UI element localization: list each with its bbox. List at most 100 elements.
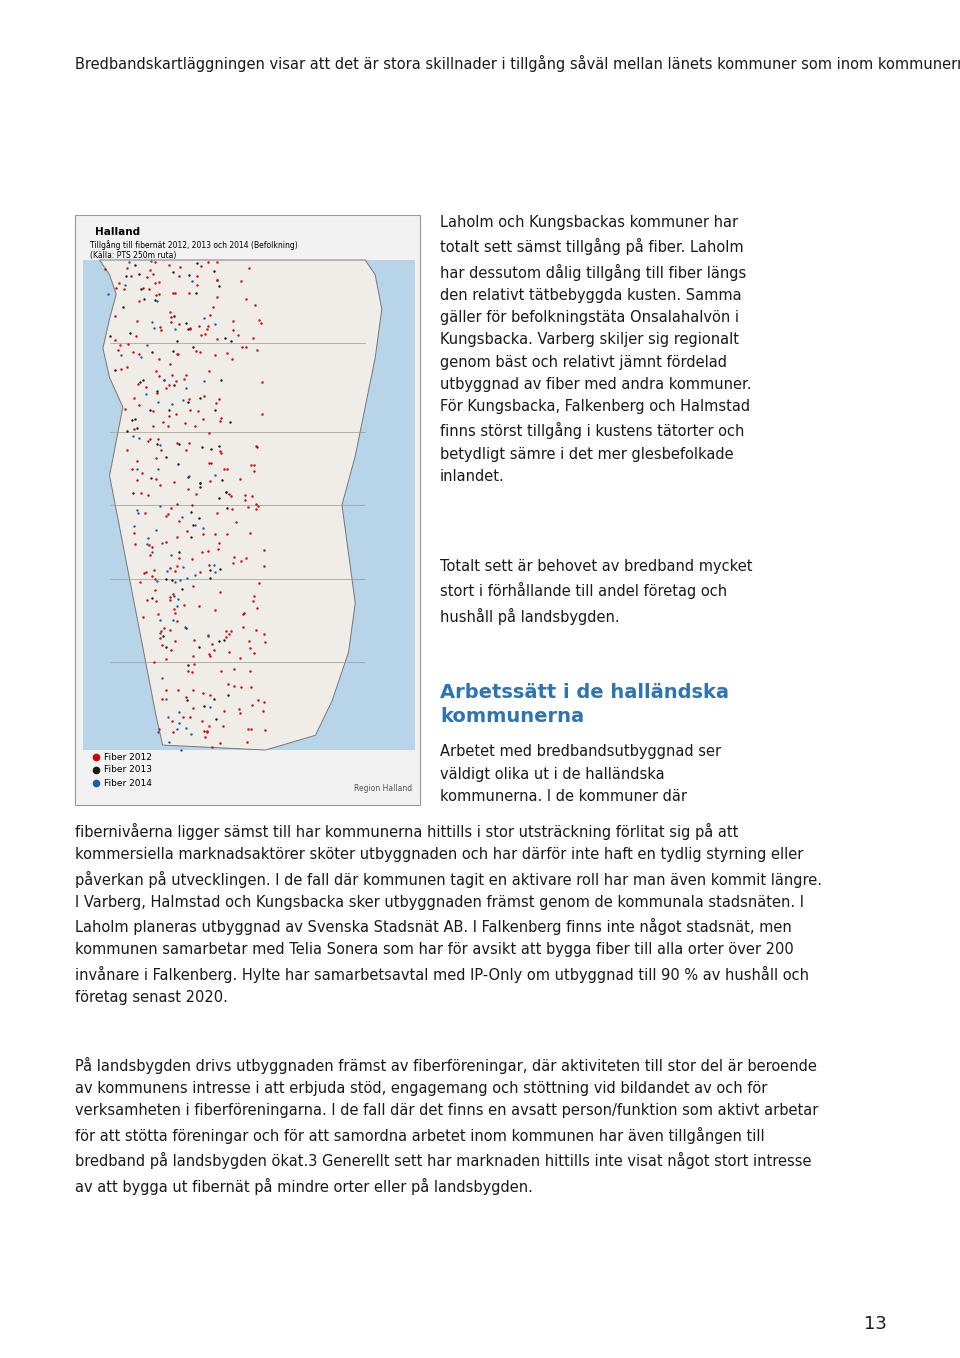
Text: Totalt sett är behovet av bredband mycket
stort i förhållande till andel företag: Totalt sett är behovet av bredband mycke… xyxy=(440,559,753,625)
Point xyxy=(203,697,218,718)
Point xyxy=(145,536,160,558)
Point xyxy=(163,638,179,660)
Point xyxy=(216,630,231,652)
Point xyxy=(254,403,270,425)
Point xyxy=(139,334,155,356)
Point xyxy=(169,718,184,740)
Point xyxy=(217,701,232,722)
Point xyxy=(132,371,148,392)
Point xyxy=(126,482,141,504)
Point xyxy=(255,701,271,722)
Point xyxy=(168,630,183,652)
Point xyxy=(203,304,218,326)
Point xyxy=(192,473,207,494)
Point xyxy=(164,306,180,327)
Point xyxy=(210,538,226,559)
Point xyxy=(236,602,252,623)
Point xyxy=(178,378,193,399)
Point xyxy=(130,311,145,333)
Point xyxy=(131,373,146,395)
Point xyxy=(162,619,178,641)
Point xyxy=(155,668,170,690)
Point xyxy=(162,589,178,611)
Point xyxy=(166,585,181,607)
Point xyxy=(126,425,141,447)
Point xyxy=(202,470,217,492)
Point xyxy=(189,265,204,287)
Point xyxy=(128,254,143,276)
Point xyxy=(149,448,164,470)
Point xyxy=(180,318,196,340)
Point xyxy=(161,731,177,752)
Point xyxy=(166,721,181,743)
Point xyxy=(225,348,240,369)
Point xyxy=(201,422,216,444)
Point xyxy=(222,411,237,433)
Point xyxy=(136,562,152,584)
Point xyxy=(178,617,193,638)
Point xyxy=(211,532,227,554)
Point xyxy=(249,598,264,619)
Point xyxy=(204,736,219,758)
Point xyxy=(221,483,236,505)
Point xyxy=(100,284,115,306)
Point xyxy=(187,515,203,536)
Point xyxy=(196,523,211,545)
Point xyxy=(155,689,170,710)
Point xyxy=(207,561,223,583)
Point xyxy=(250,436,265,458)
Point xyxy=(179,312,194,334)
Point xyxy=(182,501,198,523)
Point xyxy=(144,341,159,363)
Point xyxy=(163,497,179,519)
Point xyxy=(124,459,139,481)
Point xyxy=(238,337,253,359)
Point xyxy=(154,621,169,642)
Point xyxy=(147,272,162,293)
Point xyxy=(207,399,223,421)
Point xyxy=(178,364,193,386)
Point xyxy=(171,701,186,722)
Point xyxy=(249,493,264,515)
Point xyxy=(194,540,209,562)
Point xyxy=(160,504,176,526)
Point xyxy=(196,683,211,705)
Point xyxy=(242,637,257,659)
Point xyxy=(156,625,171,646)
Point xyxy=(152,627,167,649)
Point xyxy=(194,710,209,732)
Point xyxy=(212,581,228,603)
Point xyxy=(135,369,151,391)
Point xyxy=(241,718,256,740)
Point xyxy=(255,539,271,561)
Point xyxy=(165,392,180,414)
Point xyxy=(158,637,174,659)
Point xyxy=(172,569,187,591)
Point xyxy=(180,466,195,488)
Point xyxy=(149,433,164,455)
Point xyxy=(129,500,144,521)
Point xyxy=(168,403,183,425)
Point xyxy=(184,270,200,292)
Point xyxy=(196,695,211,717)
Point xyxy=(196,371,211,392)
Point xyxy=(219,619,234,641)
Point xyxy=(169,493,184,515)
Point xyxy=(212,440,228,462)
Point xyxy=(126,387,141,409)
Point xyxy=(240,496,255,517)
Point xyxy=(203,684,218,706)
Point xyxy=(139,266,155,288)
Point xyxy=(185,515,201,536)
Point xyxy=(224,621,239,642)
Point xyxy=(182,318,198,340)
Point xyxy=(180,566,195,588)
Point xyxy=(187,416,203,437)
Point xyxy=(141,430,156,452)
Point xyxy=(107,360,122,382)
Point xyxy=(243,718,258,740)
Text: Region Halland: Region Halland xyxy=(354,784,412,793)
Point xyxy=(238,547,253,569)
Point xyxy=(118,274,133,296)
Point xyxy=(183,527,199,549)
